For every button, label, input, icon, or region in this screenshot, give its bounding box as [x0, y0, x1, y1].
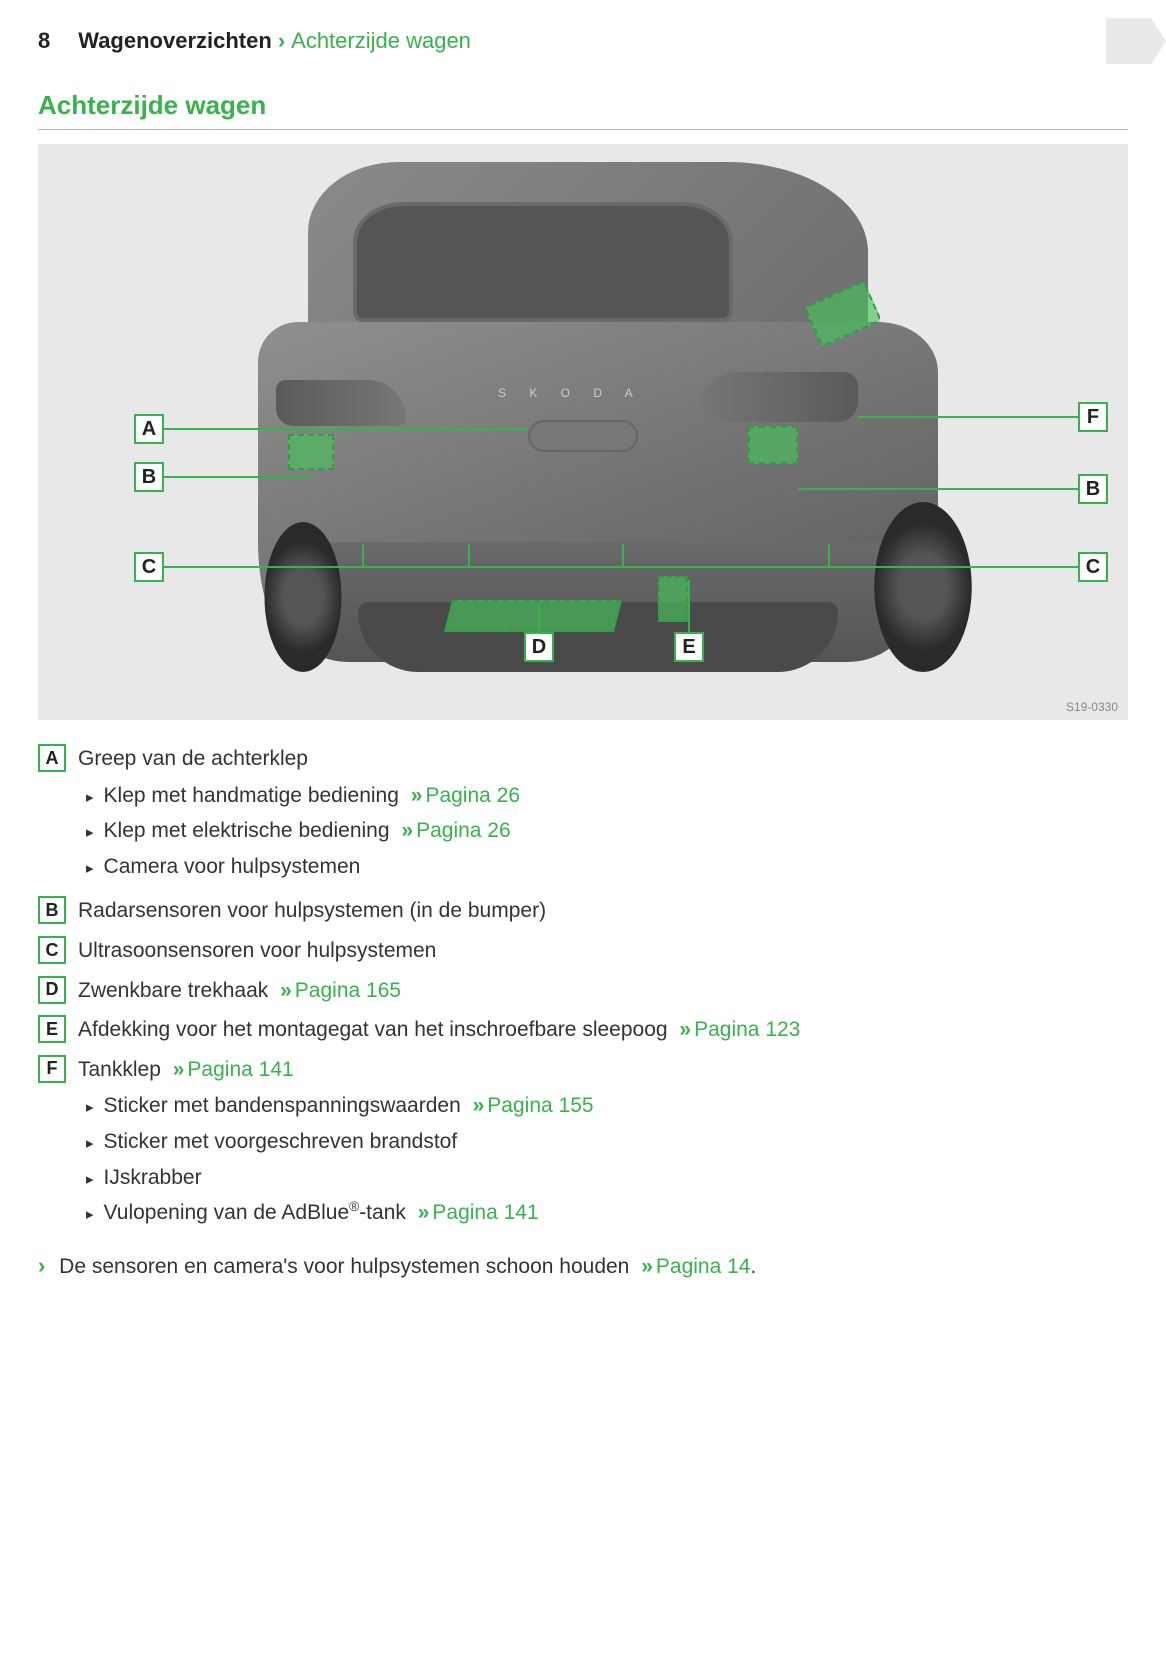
legend-body: Zwenkbare trekhaak »Pagina 165: [78, 974, 1128, 1008]
leader-Bl: [164, 476, 314, 478]
callout-B-left: B: [134, 462, 164, 492]
legend-subitem: Klep met elektrische bediening »Pagina 2…: [78, 813, 1128, 849]
legend-text: Greep van de achterklep: [78, 742, 1128, 776]
breadcrumb-sep: ›: [278, 28, 285, 54]
leader-E: [688, 580, 690, 632]
legend-body: Ultrasoonsensoren voor hulpsystemen: [78, 934, 1128, 968]
legend-box: F: [38, 1055, 66, 1083]
callout-E: E: [674, 632, 704, 662]
breadcrumb: 8 Wagenoverzichten › Achterzijde wagen: [38, 28, 1128, 60]
legend-text: Zwenkbare trekhaak »Pagina 165: [78, 974, 1128, 1008]
legend-sublist: Sticker met bandenspanningswaarden »Pagi…: [78, 1088, 1128, 1230]
hotspot-E: [658, 576, 688, 622]
legend-subitem: Sticker met voorgeschreven brandstof: [78, 1124, 1128, 1160]
legend-text: Afdekking voor het montagegat van het in…: [78, 1013, 1128, 1047]
leader-Cl: [164, 566, 362, 568]
legend-text: Tankklep »Pagina 141: [78, 1053, 1128, 1087]
leader-Cr: [622, 566, 1078, 568]
hotspot-B-left: [288, 434, 334, 470]
leader-Cl-tick: [362, 544, 364, 566]
note-text: De sensoren en camera's voor hulpsysteme…: [59, 1255, 629, 1278]
legend-box: B: [38, 896, 66, 924]
leader-D: [538, 604, 540, 632]
header-arrow-icon: [1106, 18, 1166, 64]
page-ref[interactable]: Pagina 141: [432, 1201, 538, 1224]
leader-Br: [798, 488, 1078, 490]
leader-Cl-tick2: [468, 544, 470, 566]
legend-box: A: [38, 744, 66, 772]
legend-text: Radarsensoren voor hulpsystemen (in de b…: [78, 894, 1128, 928]
note-chevron-icon: ›: [38, 1253, 45, 1278]
callout-C-right: C: [1078, 552, 1108, 582]
legend: A Greep van de achterklepKlep met handmat…: [38, 742, 1128, 1235]
legend-row-F: F Tankklep »Pagina 141Sticker met bandens…: [38, 1053, 1128, 1235]
legend-row-E: E Afdekking voor het montagegat van het i…: [38, 1013, 1128, 1047]
legend-subitem: Sticker met bandenspanningswaarden »Pagi…: [78, 1088, 1128, 1124]
page-ref[interactable]: Pagina 26: [425, 784, 520, 807]
leader-C-span: [362, 566, 622, 568]
legend-subitem: IJskrabber: [78, 1160, 1128, 1196]
legend-body: Tankklep »Pagina 141Sticker met bandensp…: [78, 1053, 1128, 1235]
page-ref[interactable]: Pagina 165: [295, 979, 401, 1002]
legend-row-A: A Greep van de achterklepKlep met handmat…: [38, 742, 1128, 888]
legend-sublist: Klep met handmatige bediening »Pagina 26…: [78, 778, 1128, 885]
callout-A-left: A: [134, 414, 164, 444]
legend-body: Greep van de achterklepKlep met handmati…: [78, 742, 1128, 888]
leader-Cr-tick2: [622, 544, 624, 566]
legend-box: E: [38, 1015, 66, 1043]
page-ref[interactable]: Pagina 155: [487, 1094, 593, 1117]
leader-A: [164, 428, 528, 430]
page-number: 8: [38, 28, 50, 54]
leader-F: [858, 416, 1078, 418]
legend-subitem: Vulopening van de AdBlue®-tank »Pagina 1…: [78, 1195, 1128, 1231]
ref-arrow-icon: »: [641, 1255, 653, 1278]
page-ref[interactable]: Pagina 141: [187, 1058, 293, 1081]
legend-row-B: B Radarsensoren voor hulpsystemen (in de …: [38, 894, 1128, 928]
figure-id: S19-0330: [1066, 700, 1118, 714]
legend-row-C: C Ultrasoonsensoren voor hulpsystemen: [38, 934, 1128, 968]
legend-text: Ultrasoonsensoren voor hulpsystemen: [78, 934, 1128, 968]
legend-box: C: [38, 936, 66, 964]
callout-B-right: B: [1078, 474, 1108, 504]
note-ref[interactable]: Pagina 14: [656, 1255, 751, 1278]
page-ref[interactable]: Pagina 26: [416, 819, 511, 842]
legend-subitem: Klep met handmatige bediening »Pagina 26: [78, 778, 1128, 814]
legend-row-D: D Zwenkbare trekhaak »Pagina 165: [38, 974, 1128, 1008]
breadcrumb-sub: Achterzijde wagen: [291, 28, 471, 54]
section-title: Achterzijde wagen: [38, 90, 1128, 130]
brand-text: S K O D A: [498, 386, 643, 400]
legend-box: D: [38, 976, 66, 1004]
breadcrumb-main: Wagenoverzichten: [78, 28, 272, 54]
legend-body: Afdekking voor het montagegat van het in…: [78, 1013, 1128, 1047]
legend-subitem: Camera voor hulpsystemen: [78, 849, 1128, 885]
callout-D: D: [524, 632, 554, 662]
figure-rear-car: S K O D A A B C F B C: [38, 144, 1128, 720]
callout-F-right: F: [1078, 402, 1108, 432]
note-suffix: .: [750, 1255, 756, 1278]
legend-body: Radarsensoren voor hulpsystemen (in de b…: [78, 894, 1128, 928]
car-illustration: S K O D A: [258, 162, 938, 682]
page-ref[interactable]: Pagina 123: [694, 1018, 800, 1041]
callout-C-left: C: [134, 552, 164, 582]
leader-Cr-tick: [828, 544, 830, 566]
hotspot-D: [444, 600, 622, 632]
footnote: › De sensoren en camera's voor hulpsyste…: [38, 1253, 1128, 1279]
hotspot-B-right: [748, 426, 798, 464]
